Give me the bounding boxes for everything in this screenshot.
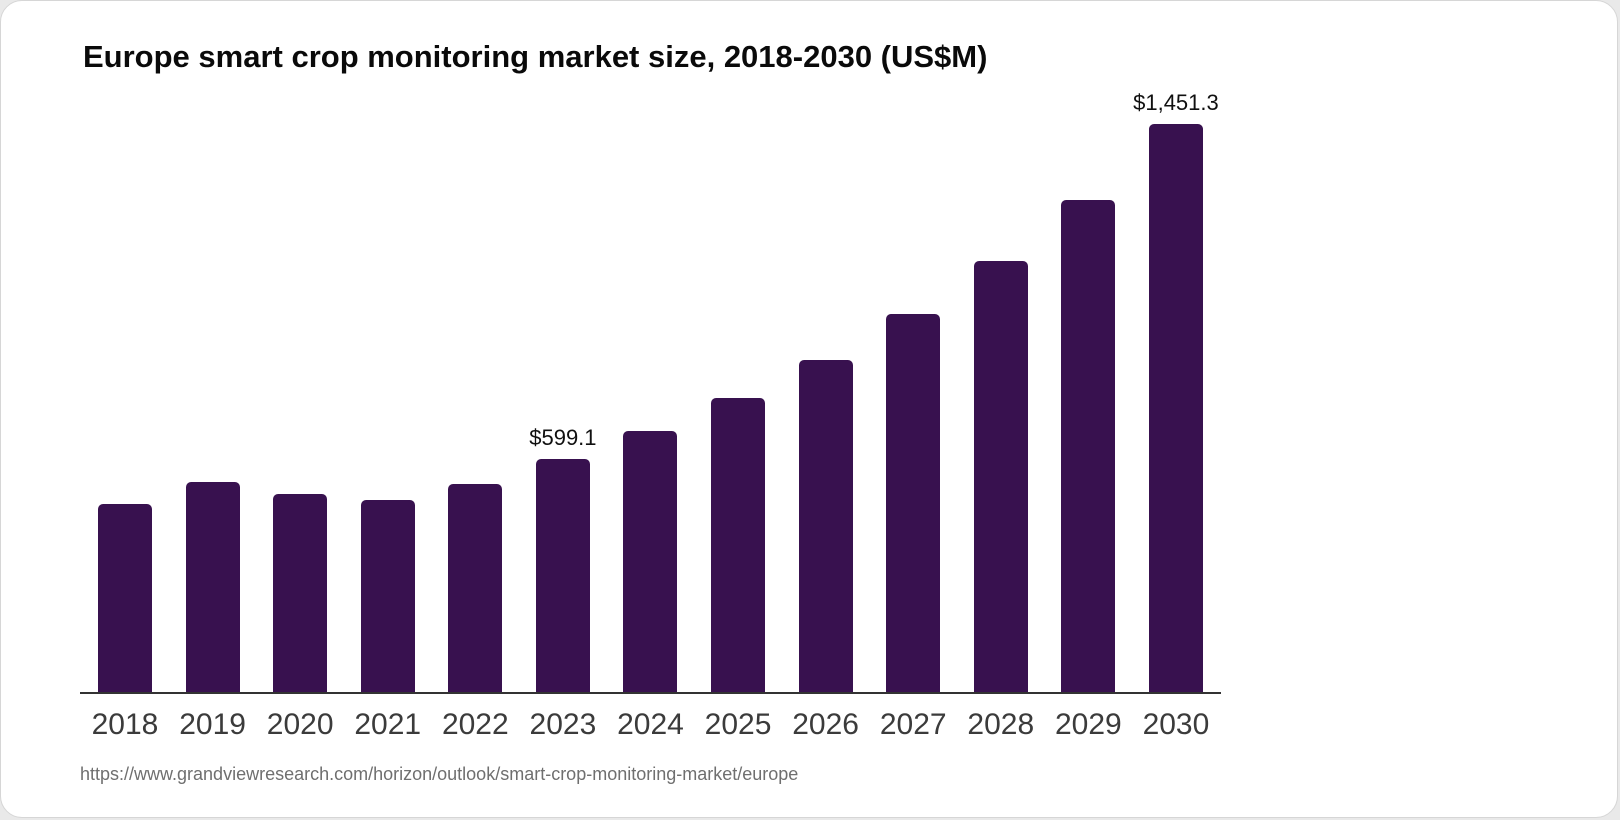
- bar-2029: [1061, 200, 1116, 694]
- bar-cell-2022: [448, 484, 503, 694]
- x-axis-line: [80, 692, 1221, 694]
- bar-2024: [623, 431, 678, 694]
- bar-2018: [98, 504, 152, 694]
- x-tick-cell-2025: 2025: [705, 708, 772, 748]
- x-tick-label-2025: 2025: [704, 708, 772, 741]
- data-label-2023: $599.1: [529, 425, 597, 450]
- bar-2020: [273, 494, 328, 694]
- x-tick-cell-2028: 2028: [967, 708, 1034, 748]
- bar-cell-2020: [273, 494, 328, 694]
- bar-2023: [535, 459, 590, 694]
- x-tick-label-2023: 2023: [529, 708, 597, 741]
- x-tick-label-2028: 2028: [967, 708, 1035, 741]
- chart-title: Europe smart crop monitoring market size…: [83, 39, 988, 74]
- x-tick-cell-2023: 2023: [530, 708, 597, 748]
- bar-cell-2027: [886, 314, 941, 694]
- x-tick-cell-2027: 2027: [880, 708, 947, 748]
- x-tick-cell-2021: 2021: [354, 708, 421, 748]
- bar-2019: [185, 482, 240, 694]
- bar-2021: [360, 500, 415, 694]
- x-tick-cell-2029: 2029: [1055, 708, 1122, 748]
- x-tick-cell-2030: 2030: [1143, 708, 1210, 748]
- bars-container: $599.1 $1,451.3: [80, 90, 1221, 694]
- x-tick-cell-2024: 2024: [617, 708, 684, 748]
- x-tick-cell-2018: 2018: [92, 708, 159, 748]
- x-tick-cell-2026: 2026: [792, 708, 859, 748]
- bar-cell-2024: [623, 431, 678, 694]
- x-tick-label-2022: 2022: [441, 708, 509, 741]
- bar-cell-2021: [360, 500, 415, 694]
- x-tick-label-2021: 2021: [354, 708, 422, 741]
- x-tick-label-2026: 2026: [792, 708, 859, 741]
- x-axis-labels: 2018 2019 2020 2021 2022 2023 2024 2025 2026 2027…: [80, 708, 1221, 748]
- x-tick-label-2030: 2030: [1142, 708, 1210, 741]
- x-tick-label-2027: 2027: [879, 708, 947, 741]
- bar-cell-2026: [798, 360, 853, 694]
- source-url: https://www.grandviewresearch.com/horizo…: [80, 764, 799, 784]
- bar-2022: [448, 484, 503, 694]
- bar-cell-2029: [1061, 200, 1116, 694]
- bar-cell-2023: $599.1: [529, 425, 597, 694]
- bar-2026: [798, 360, 853, 694]
- bar-2027: [886, 314, 941, 694]
- bar-2030: [1148, 124, 1203, 694]
- bar-cell-2025: [711, 398, 766, 694]
- x-tick-label-2019: 2019: [179, 708, 246, 741]
- x-tick-cell-2022: 2022: [442, 708, 509, 748]
- x-tick-label-2020: 2020: [266, 708, 334, 741]
- bar-cell-2018: [98, 504, 152, 694]
- bar-2025: [711, 398, 766, 694]
- bar-chart-plot-area: $599.1 $1,451.3 2018 2019 2020 2021 2022 2023 2…: [80, 90, 1221, 741]
- x-tick-label-2018: 2018: [91, 708, 159, 741]
- bar-cell-2019: [185, 482, 240, 694]
- bar-2028: [973, 261, 1028, 694]
- x-tick-label-2029: 2029: [1054, 708, 1122, 741]
- x-tick-cell-2019: 2019: [179, 708, 246, 748]
- bar-cell-2028: [973, 261, 1028, 694]
- bar-cell-2030: $1,451.3: [1133, 90, 1219, 694]
- x-tick-label-2024: 2024: [617, 708, 684, 741]
- data-label-2030: $1,451.3: [1133, 90, 1219, 115]
- x-tick-cell-2020: 2020: [267, 708, 334, 748]
